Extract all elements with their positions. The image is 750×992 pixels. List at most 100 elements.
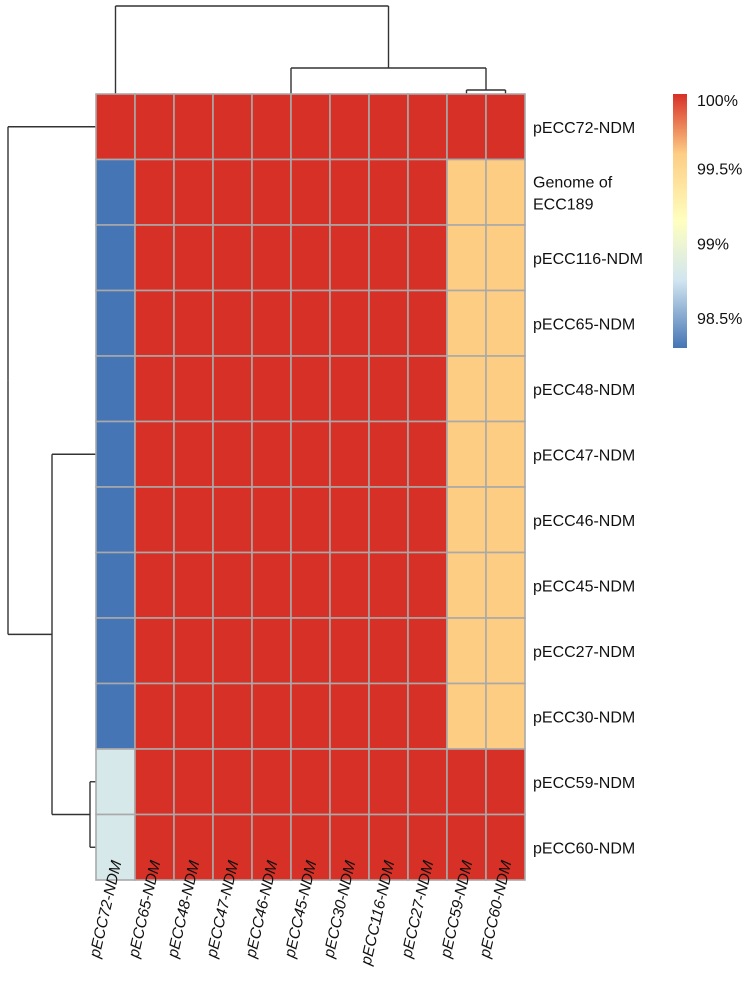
legend-tick-label: 98.5% [697,311,742,328]
heatmap-cell [173,420,214,488]
heatmap-cell [446,551,487,619]
heatmap-cell [446,224,487,292]
heatmap-cell [368,355,409,423]
legend-tick-label: 100% [697,93,738,110]
heatmap-cell [407,813,448,881]
heatmap-cell [407,93,448,161]
row-label: pECC48-NDM [533,382,635,399]
heatmap-cell [368,486,409,554]
heatmap-cell [329,551,370,619]
heatmap-cell [95,551,136,619]
heatmap-cell [290,813,331,881]
heatmap-cell [446,617,487,685]
color-legend: 100% 99.5% 99% 98.5% [673,93,742,348]
heatmap-cell [368,158,409,226]
heatmap-cell [485,158,526,226]
row-label: ECC189 [533,196,594,213]
heatmap-cell [212,158,253,226]
heatmap-cell [173,748,214,816]
heatmap-cell [446,289,487,357]
heatmap-cell [173,224,214,292]
heatmap-cell [134,486,175,554]
heatmap-cell [407,355,448,423]
heatmap-cell [485,486,526,554]
heatmap-cell [95,420,136,488]
heatmap-cell [329,355,370,423]
row-dendrogram [7,126,96,848]
heatmap-cell [407,289,448,357]
legend-tick-label: 99.5% [697,162,742,179]
heatmap-cell [407,420,448,488]
row-label: pECC47-NDM [533,447,635,464]
heatmap-cell [329,813,370,881]
heatmap-cell [212,93,253,161]
heatmap-cell [485,748,526,816]
heatmap-cell [212,224,253,292]
color-legend-bar [673,94,687,348]
heatmap-cell [407,551,448,619]
heatmap-cell [134,813,175,881]
heatmap-cell [446,420,487,488]
heatmap-cell [485,682,526,750]
column-label: pECC72-NDM [86,859,125,960]
heatmap-cell [251,158,292,226]
heatmap-cell [212,486,253,554]
heatmap-cell [134,420,175,488]
heatmap-cell [290,355,331,423]
heatmap-cell [134,289,175,357]
heatmap-cell [368,617,409,685]
row-label: pECC27-NDM [533,644,635,661]
heatmap-cell [407,486,448,554]
row-label: pECC65-NDM [533,316,635,333]
heatmap-cell [173,813,214,881]
heatmap-cell [485,420,526,488]
heatmap-cell [329,682,370,750]
heatmap-cell [251,551,292,619]
heatmap-cell [173,551,214,619]
heatmap-cell [290,420,331,488]
row-label: pECC45-NDM [533,578,635,595]
heatmap-cell [446,355,487,423]
heatmap-cell [251,93,292,161]
heatmap-cell [290,158,331,226]
heatmap-cell [407,682,448,750]
legend-tick-label: 99% [697,236,729,253]
heatmap-cell [173,682,214,750]
heatmap-cell [329,420,370,488]
heatmap-cell [173,158,214,226]
heatmap-cell [446,93,487,161]
heatmap-cells [95,93,526,881]
heatmap-cell [368,93,409,161]
heatmap-cell [485,224,526,292]
heatmap-cell [485,551,526,619]
heatmap-cell [134,682,175,750]
heatmap-cell [368,813,409,881]
heatmap-cell [173,486,214,554]
heatmap-cell [95,682,136,750]
heatmap-cell [95,93,136,161]
heatmap-cell [95,748,136,816]
heatmap-cell [95,289,136,357]
heatmap-cell [95,486,136,554]
heatmap-cell [251,682,292,750]
heatmap-cell [407,748,448,816]
heatmap-cell [251,224,292,292]
row-label: Genome of [533,174,613,191]
heatmap-cell [446,748,487,816]
heatmap-cell [251,617,292,685]
heatmap-cell [329,158,370,226]
heatmap-cell [407,158,448,226]
row-label: pECC30-NDM [533,709,635,726]
row-label: pECC116-NDM [533,251,643,268]
heatmap-cell [95,813,136,881]
heatmap-cell [251,420,292,488]
heatmap-cell [485,289,526,357]
heatmap-cell [173,355,214,423]
heatmap-cell [446,158,487,226]
heatmap-cell [446,682,487,750]
row-label: pECC59-NDM [533,775,635,792]
heatmap-cell [212,813,253,881]
heatmap-cell [446,813,487,881]
heatmap-cell [212,355,253,423]
heatmap-cell [134,93,175,161]
